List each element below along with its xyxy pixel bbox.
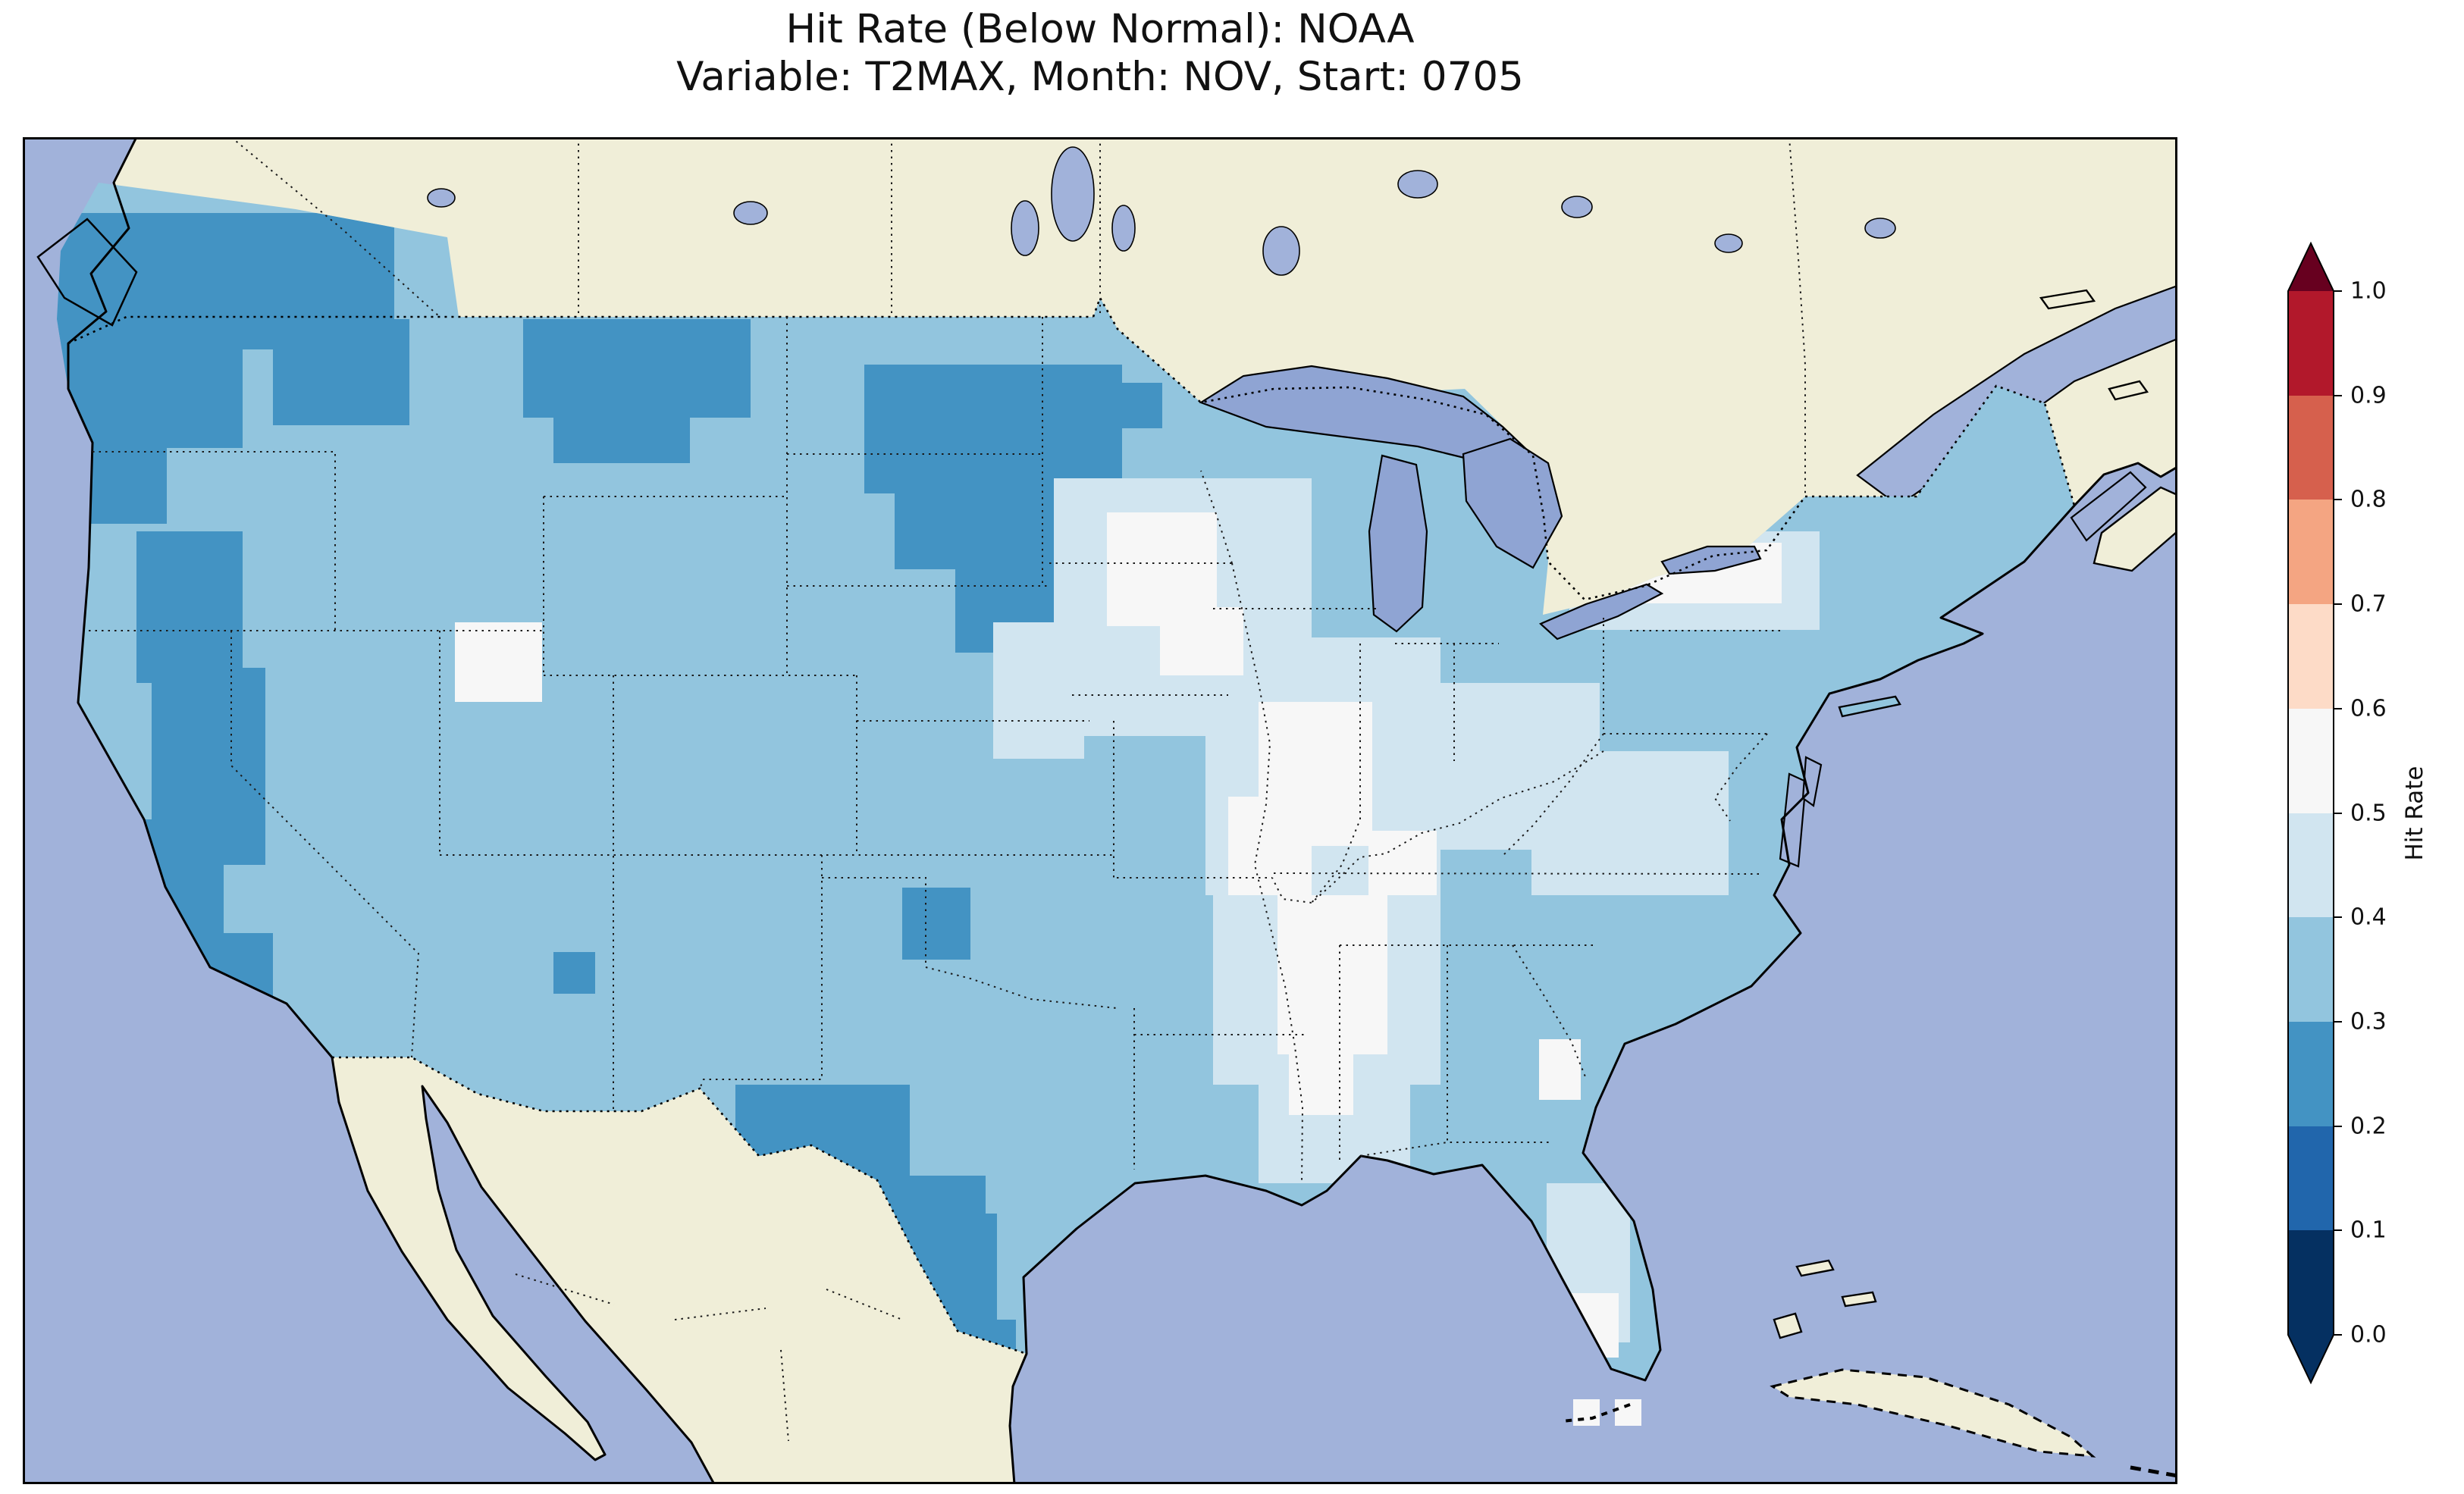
colorbar-tick-label: 0.3 bbox=[2350, 1009, 2387, 1035]
colorbar-segment bbox=[2288, 396, 2334, 500]
colorbar-tick-label: 0.2 bbox=[2350, 1113, 2387, 1140]
lake bbox=[427, 188, 456, 208]
florida-keys bbox=[1561, 1403, 1631, 1423]
hispaniola-dash bbox=[2130, 1465, 2177, 1478]
figure-title-line2: Variable: T2MAX, Month: NOV, Start: 0705 bbox=[676, 53, 1524, 100]
cuba bbox=[1770, 1368, 2096, 1458]
colorbar-tick-label: 0.0 bbox=[2350, 1322, 2387, 1348]
cell bbox=[523, 319, 751, 418]
colorbar-segment bbox=[2288, 1126, 2334, 1231]
cell bbox=[455, 622, 542, 702]
cell bbox=[136, 531, 243, 683]
bay-of-fundy bbox=[2070, 471, 2147, 542]
colorbar-tick-label: 0.8 bbox=[2350, 487, 2387, 513]
cell bbox=[553, 952, 595, 994]
canada-lakes bbox=[427, 146, 1896, 276]
lake-erie bbox=[1538, 583, 1664, 641]
lake-huron bbox=[1462, 437, 1563, 569]
cell bbox=[1539, 1039, 1581, 1100]
colorbar-ticks bbox=[2334, 290, 2342, 1336]
cell bbox=[902, 888, 970, 960]
colorbar-segment bbox=[2288, 813, 2334, 918]
hit-rate-cells-white bbox=[455, 512, 1782, 1358]
nova-scotia bbox=[2093, 486, 2177, 572]
colorbar-tick-label: 0.9 bbox=[2350, 383, 2387, 409]
cell bbox=[553, 402, 690, 463]
colorbar-over-arrow bbox=[2288, 243, 2334, 291]
lake bbox=[733, 201, 768, 225]
cell bbox=[1615, 1399, 1641, 1426]
cell bbox=[993, 622, 1084, 759]
colorbar-segment bbox=[2288, 604, 2334, 709]
colorbar-segment bbox=[2288, 500, 2334, 604]
us-canada-border bbox=[67, 315, 1093, 345]
long-island bbox=[1838, 695, 1901, 718]
colorbar: 1.0 0.9 0.8 0.7 0.6 0.5 0.4 0.3 0.2 0.1 … bbox=[2287, 241, 2428, 1385]
bahamas-island bbox=[1841, 1291, 1877, 1308]
islands bbox=[1770, 289, 2177, 1458]
figure-title-line1: Hit Rate (Below Normal): NOAA bbox=[785, 6, 1415, 52]
lake bbox=[1051, 146, 1095, 242]
colorbar-segment bbox=[2288, 709, 2334, 813]
national-borders bbox=[67, 295, 2076, 1355]
lake bbox=[1714, 233, 1743, 253]
colorbar-under-arrow bbox=[2288, 1335, 2334, 1383]
figure-title: Hit Rate (Below Normal): NOAA Variable: … bbox=[23, 6, 2177, 101]
vancouver-island bbox=[36, 218, 138, 327]
colorbar-tick-label: 0.4 bbox=[2350, 904, 2387, 931]
cell bbox=[273, 319, 409, 425]
colorbar-segment bbox=[2288, 917, 2334, 1022]
colorbar-tick-label: 0.1 bbox=[2350, 1217, 2387, 1244]
lake bbox=[1111, 205, 1136, 252]
cell bbox=[1228, 797, 1312, 895]
lake bbox=[1864, 218, 1896, 239]
colorbar-segment bbox=[2288, 1230, 2334, 1335]
cell bbox=[1117, 383, 1162, 428]
colorbar-tick-label: 0.7 bbox=[2350, 591, 2387, 618]
cell bbox=[864, 365, 1122, 493]
colorbar-label: Hit Rate bbox=[2401, 766, 2428, 860]
lake bbox=[1011, 200, 1039, 256]
lake bbox=[1262, 226, 1300, 276]
cell bbox=[57, 327, 243, 448]
lake bbox=[1397, 170, 1438, 199]
colorbar-tick-labels: 1.0 0.9 0.8 0.7 0.6 0.5 0.4 0.3 0.2 0.1 … bbox=[2350, 278, 2387, 1348]
cell bbox=[1573, 1399, 1600, 1426]
map-frame bbox=[23, 137, 2177, 1484]
cell bbox=[1277, 895, 1387, 1054]
us-canada-border bbox=[1092, 295, 2076, 601]
anticosti-island bbox=[2039, 289, 2096, 310]
bahamas-island bbox=[1773, 1312, 1803, 1339]
bahamas-island bbox=[1795, 1259, 1835, 1277]
coastline bbox=[67, 137, 2177, 1484]
colorbar-segment bbox=[2288, 291, 2334, 396]
colorbar-tick-label: 1.0 bbox=[2350, 278, 2387, 305]
us-map bbox=[23, 137, 2177, 1484]
colorbar-tick-label: 0.6 bbox=[2350, 696, 2387, 722]
us-mexico-border bbox=[332, 1056, 1027, 1355]
cell bbox=[1289, 1039, 1353, 1115]
state-borders bbox=[89, 137, 1806, 1442]
colorbar-segment bbox=[2288, 1022, 2334, 1126]
cell bbox=[1368, 831, 1437, 895]
lake-superior bbox=[1199, 365, 1535, 465]
lake bbox=[1561, 196, 1593, 218]
cell bbox=[1160, 607, 1243, 675]
prince-edward-island bbox=[2108, 380, 2149, 401]
colorbar-tick-label: 0.5 bbox=[2350, 800, 2387, 827]
lake-michigan bbox=[1368, 454, 1428, 633]
